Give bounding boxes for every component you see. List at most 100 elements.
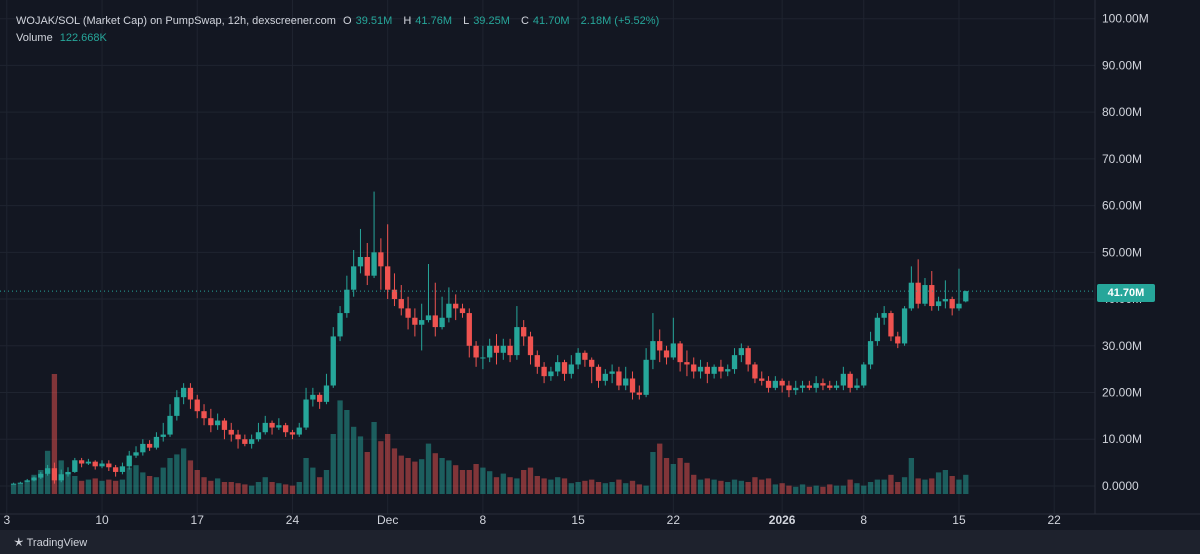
candle-body	[10, 483, 17, 485]
time-tick-label: Dec	[377, 513, 398, 527]
volume-bar	[704, 478, 710, 494]
candle-body	[820, 383, 826, 386]
candle-body	[725, 369, 731, 372]
symbol-title[interactable]: WOJAK/SOL (Market Cap) on PumpSwap, 12h,…	[16, 15, 336, 27]
volume-bar	[691, 474, 697, 494]
volume-label[interactable]: Volume	[16, 32, 53, 44]
candle-body	[793, 387, 799, 391]
volume-bar	[459, 470, 466, 494]
candle-body	[854, 385, 860, 388]
volume-bar	[214, 478, 221, 494]
candle-body	[582, 352, 588, 360]
volume-bar	[854, 483, 860, 494]
volume-bar	[78, 480, 85, 494]
volume-bar	[317, 477, 323, 494]
candle-body	[310, 394, 316, 400]
volume-bar	[718, 480, 724, 494]
volume-bar	[419, 459, 425, 494]
volume-bar	[323, 470, 330, 494]
candle-body	[405, 308, 411, 318]
volume-bar	[99, 480, 105, 494]
candle-body	[718, 366, 724, 372]
volume-bar	[521, 470, 527, 494]
volume-bar	[779, 483, 785, 494]
volume-bar	[140, 472, 146, 494]
candle-body	[269, 422, 275, 428]
volume-bar	[929, 478, 935, 494]
candle-body	[949, 299, 955, 309]
candle-body	[385, 266, 391, 290]
candle-body	[146, 443, 153, 448]
volume-bar	[935, 472, 942, 494]
volume-bar	[351, 426, 357, 494]
volume-bar	[194, 470, 200, 494]
price-tick-label: 50.00M	[1102, 245, 1142, 259]
volume-bar	[786, 485, 792, 494]
volume-bar	[357, 436, 364, 494]
volume-bar	[65, 472, 71, 494]
ohlc-change: 2.18M (+5.52%)	[580, 15, 660, 27]
chart-legend: WOJAK/SOL (Market Cap) on PumpSwap, 12h,…	[16, 13, 663, 47]
volume-bar	[731, 479, 738, 494]
volume-bar	[405, 458, 411, 494]
volume-bar	[174, 454, 180, 494]
volume-bar	[439, 458, 445, 494]
candle-body	[677, 343, 683, 363]
ohlc-high: H 41.76M	[403, 15, 452, 27]
volume-bar	[663, 458, 670, 494]
candle-body	[153, 436, 160, 448]
time-tick-label: 8	[860, 513, 867, 527]
volume-bar	[541, 478, 547, 494]
time-tick-label: 3	[3, 513, 10, 527]
tradingview-logo[interactable]: 🟉 TradingView	[14, 534, 87, 552]
time-axis[interactable]: 3 10 17 24 Dec 8 15 22 2026 8 15 22	[3, 513, 1061, 527]
volume-bar	[425, 443, 432, 494]
volume-bar	[697, 479, 704, 494]
candle-body	[371, 252, 377, 276]
candle-body	[963, 291, 969, 302]
volume-bar	[248, 485, 255, 494]
volume-bar	[493, 477, 500, 494]
volume-bar	[153, 477, 160, 494]
volume-bar	[616, 479, 622, 494]
volume-bar	[282, 484, 289, 494]
volume-bar	[289, 485, 296, 494]
time-tick-label: 15	[571, 513, 585, 527]
volume-bar	[548, 479, 554, 494]
candle-body	[861, 364, 867, 386]
volume-bar	[602, 483, 608, 494]
volume-bar	[922, 479, 928, 494]
candle-body	[881, 313, 887, 318]
volume-bar	[303, 458, 309, 494]
volume-bar	[561, 478, 568, 494]
candle-body	[745, 348, 751, 365]
volume-bar	[820, 486, 826, 494]
volume-bar	[514, 478, 520, 494]
candle-body	[112, 467, 119, 472]
candle-body	[595, 366, 602, 381]
candle-body	[609, 371, 615, 374]
volume-bar	[31, 474, 37, 494]
candle-body	[248, 439, 255, 444]
time-tick-label: 24	[286, 513, 300, 527]
candle-body	[425, 315, 432, 321]
volume-bar	[228, 482, 234, 494]
candle-body	[514, 327, 520, 356]
price-axis[interactable]: 100.00M90.00M80.00M70.00M60.00M50.00M40.…	[1102, 12, 1149, 493]
volume-bar	[446, 460, 452, 494]
candle-body	[650, 341, 656, 360]
price-tick-label: 0.0000	[1102, 479, 1139, 493]
price-tick-label: 10.00M	[1102, 432, 1142, 446]
volume-bar	[684, 462, 690, 494]
candle-body	[731, 355, 738, 370]
candle-body	[262, 422, 268, 433]
volume-bar	[385, 434, 391, 494]
candle-body	[697, 366, 704, 372]
candle-body	[58, 474, 64, 481]
candle-body	[568, 364, 574, 374]
candle-body	[439, 317, 445, 328]
candle-body	[915, 282, 921, 304]
candle-body	[106, 463, 112, 468]
candle-body	[330, 336, 336, 386]
